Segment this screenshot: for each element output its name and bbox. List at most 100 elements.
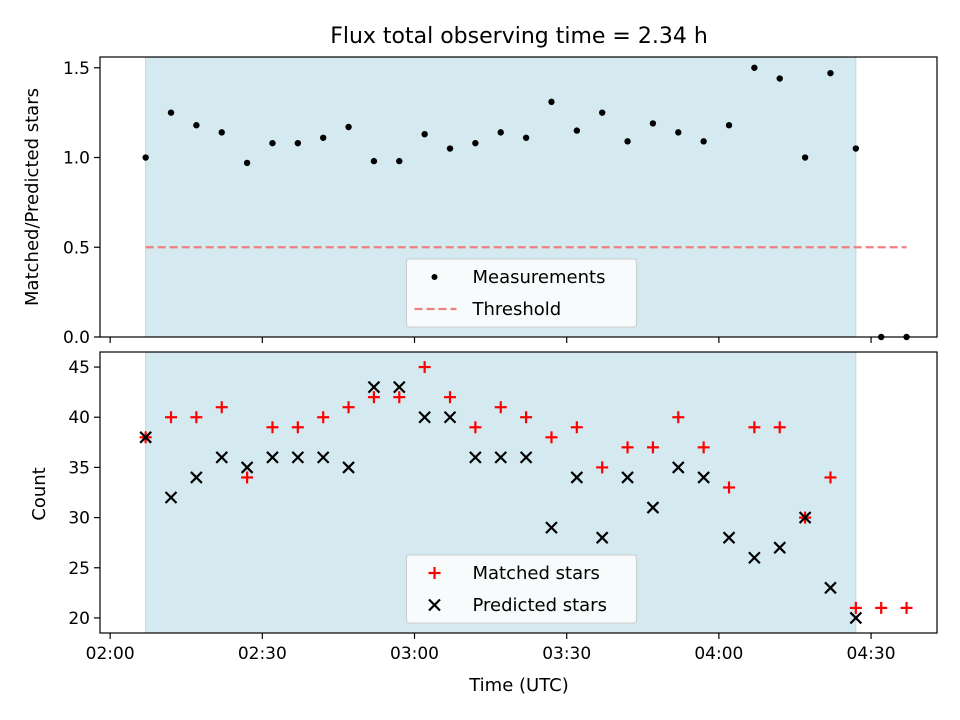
measurement-point — [751, 64, 758, 71]
predicted-marker-stroke — [849, 611, 863, 625]
predicted-marker-stroke — [773, 541, 787, 554]
predicted-star-marker — [266, 451, 279, 464]
x-tick-label: 04:00 — [694, 644, 743, 664]
measurement-point — [497, 129, 504, 136]
matched-star-marker — [570, 421, 583, 434]
legend-box — [406, 258, 637, 328]
predicted-marker-stroke — [240, 461, 254, 474]
measurement-point — [243, 159, 251, 167]
x-tick-label: 04:30 — [847, 644, 896, 664]
measurement-point — [472, 139, 479, 147]
predicted-marker-stroke — [367, 380, 381, 394]
predicted-star-marker — [722, 531, 736, 544]
measurement-point — [725, 122, 733, 129]
predicted-star-marker — [798, 511, 812, 524]
measurement-point — [446, 145, 454, 152]
predicted-marker-stroke — [697, 471, 710, 484]
legend-label: Predicted stars — [473, 595, 607, 616]
y-tick-label: 40 — [68, 408, 90, 428]
predicted-star-marker — [139, 431, 152, 444]
measurement-point — [320, 134, 327, 141]
matched-star-marker — [241, 471, 254, 484]
measurement-point — [345, 123, 352, 131]
predicted-marker-stroke — [139, 431, 152, 444]
measurement-point — [624, 138, 631, 145]
measurement-point — [142, 154, 149, 161]
predicted-marker-stroke — [595, 531, 609, 544]
matched-star-marker — [393, 391, 406, 404]
predicted-marker-stroke — [266, 451, 279, 464]
measurement-point — [649, 120, 657, 127]
x-tick-label: 02:30 — [238, 644, 287, 664]
predicted-marker-stroke — [621, 471, 634, 484]
predicted-star-marker — [469, 451, 482, 464]
predicted-marker-stroke — [545, 521, 558, 534]
predicted-star-marker — [164, 491, 178, 504]
predicted-marker-stroke — [798, 511, 812, 524]
predicted-marker-stroke — [316, 451, 330, 464]
matched-star-marker — [875, 601, 888, 614]
matched-star-marker — [317, 411, 330, 424]
predicted-star-marker — [215, 451, 229, 464]
predicted-marker-stroke — [519, 451, 533, 464]
predicted-marker-stroke — [418, 410, 431, 424]
measurement-point — [396, 157, 403, 165]
legend: Matched stars Predicted stars — [406, 554, 637, 624]
matched-star-marker — [444, 391, 457, 404]
matched-star-marker — [190, 411, 203, 424]
x-axis-label: Time (UTC) — [468, 675, 569, 696]
bottom-panel: 20 25 30 35 40 45 02:00 02:30 03:00 03:30 04:00 04:… — [68, 351, 938, 664]
predicted-star-marker — [393, 380, 406, 394]
predicted-marker-stroke — [646, 501, 660, 514]
legend-predicted-marker — [428, 598, 441, 612]
predicted-marker-stroke — [190, 471, 203, 484]
predicted-star-marker — [570, 471, 584, 484]
measurement-point — [522, 134, 530, 141]
measurement-point — [776, 75, 783, 82]
measurement-point — [827, 69, 834, 77]
measurement-point — [218, 129, 225, 136]
measurement-point — [167, 109, 175, 116]
matched-star-marker — [824, 471, 837, 484]
predicted-marker-stroke — [291, 451, 305, 464]
matched-star-marker — [748, 421, 761, 434]
predicted-marker-stroke — [494, 451, 508, 464]
measurement-point — [269, 139, 276, 147]
predicted-star-marker — [646, 501, 660, 514]
matched-star-marker — [215, 401, 228, 414]
measurement-point — [852, 145, 860, 152]
measurement-point — [599, 109, 606, 116]
measurement-point — [548, 98, 555, 106]
legend-measurement-marker — [431, 274, 438, 280]
y-tick-label: 30 — [68, 509, 90, 529]
matched-star-marker — [596, 461, 609, 474]
matched-star-marker — [723, 481, 736, 494]
measurement-point — [421, 130, 428, 138]
matched-star-marker — [469, 421, 482, 434]
matched-star-marker — [773, 421, 786, 434]
matched-star-marker — [900, 601, 913, 614]
predicted-star-marker — [190, 471, 203, 484]
legend-label: Measurements — [473, 267, 606, 288]
x-tick-label: 03:00 — [390, 644, 439, 664]
predicted-star-marker — [824, 581, 837, 595]
x-tick-label: 03:30 — [542, 644, 591, 664]
predicted-star-marker — [316, 451, 330, 464]
predicted-star-marker — [240, 461, 254, 474]
matched-star-marker — [494, 401, 507, 414]
predicted-marker-stroke — [748, 551, 761, 565]
legend: Measurements Threshold — [406, 258, 637, 328]
y-tick-label: 0.0 — [63, 328, 90, 348]
bottom-y-axis-label: Count — [29, 467, 50, 520]
matched-star-marker — [646, 441, 659, 454]
predicted-star-marker — [291, 451, 305, 464]
y-tick-label: 1.5 — [63, 59, 90, 79]
x-tick-label: 02:00 — [86, 644, 135, 664]
predicted-star-marker — [545, 521, 558, 534]
predicted-star-marker — [849, 611, 863, 625]
predicted-star-marker — [773, 541, 787, 554]
matched-star-marker — [849, 601, 862, 614]
top-y-axis-label: Matched/Predicted stars — [22, 88, 43, 306]
measurement-point — [801, 154, 809, 161]
matched-star-marker — [342, 401, 355, 414]
